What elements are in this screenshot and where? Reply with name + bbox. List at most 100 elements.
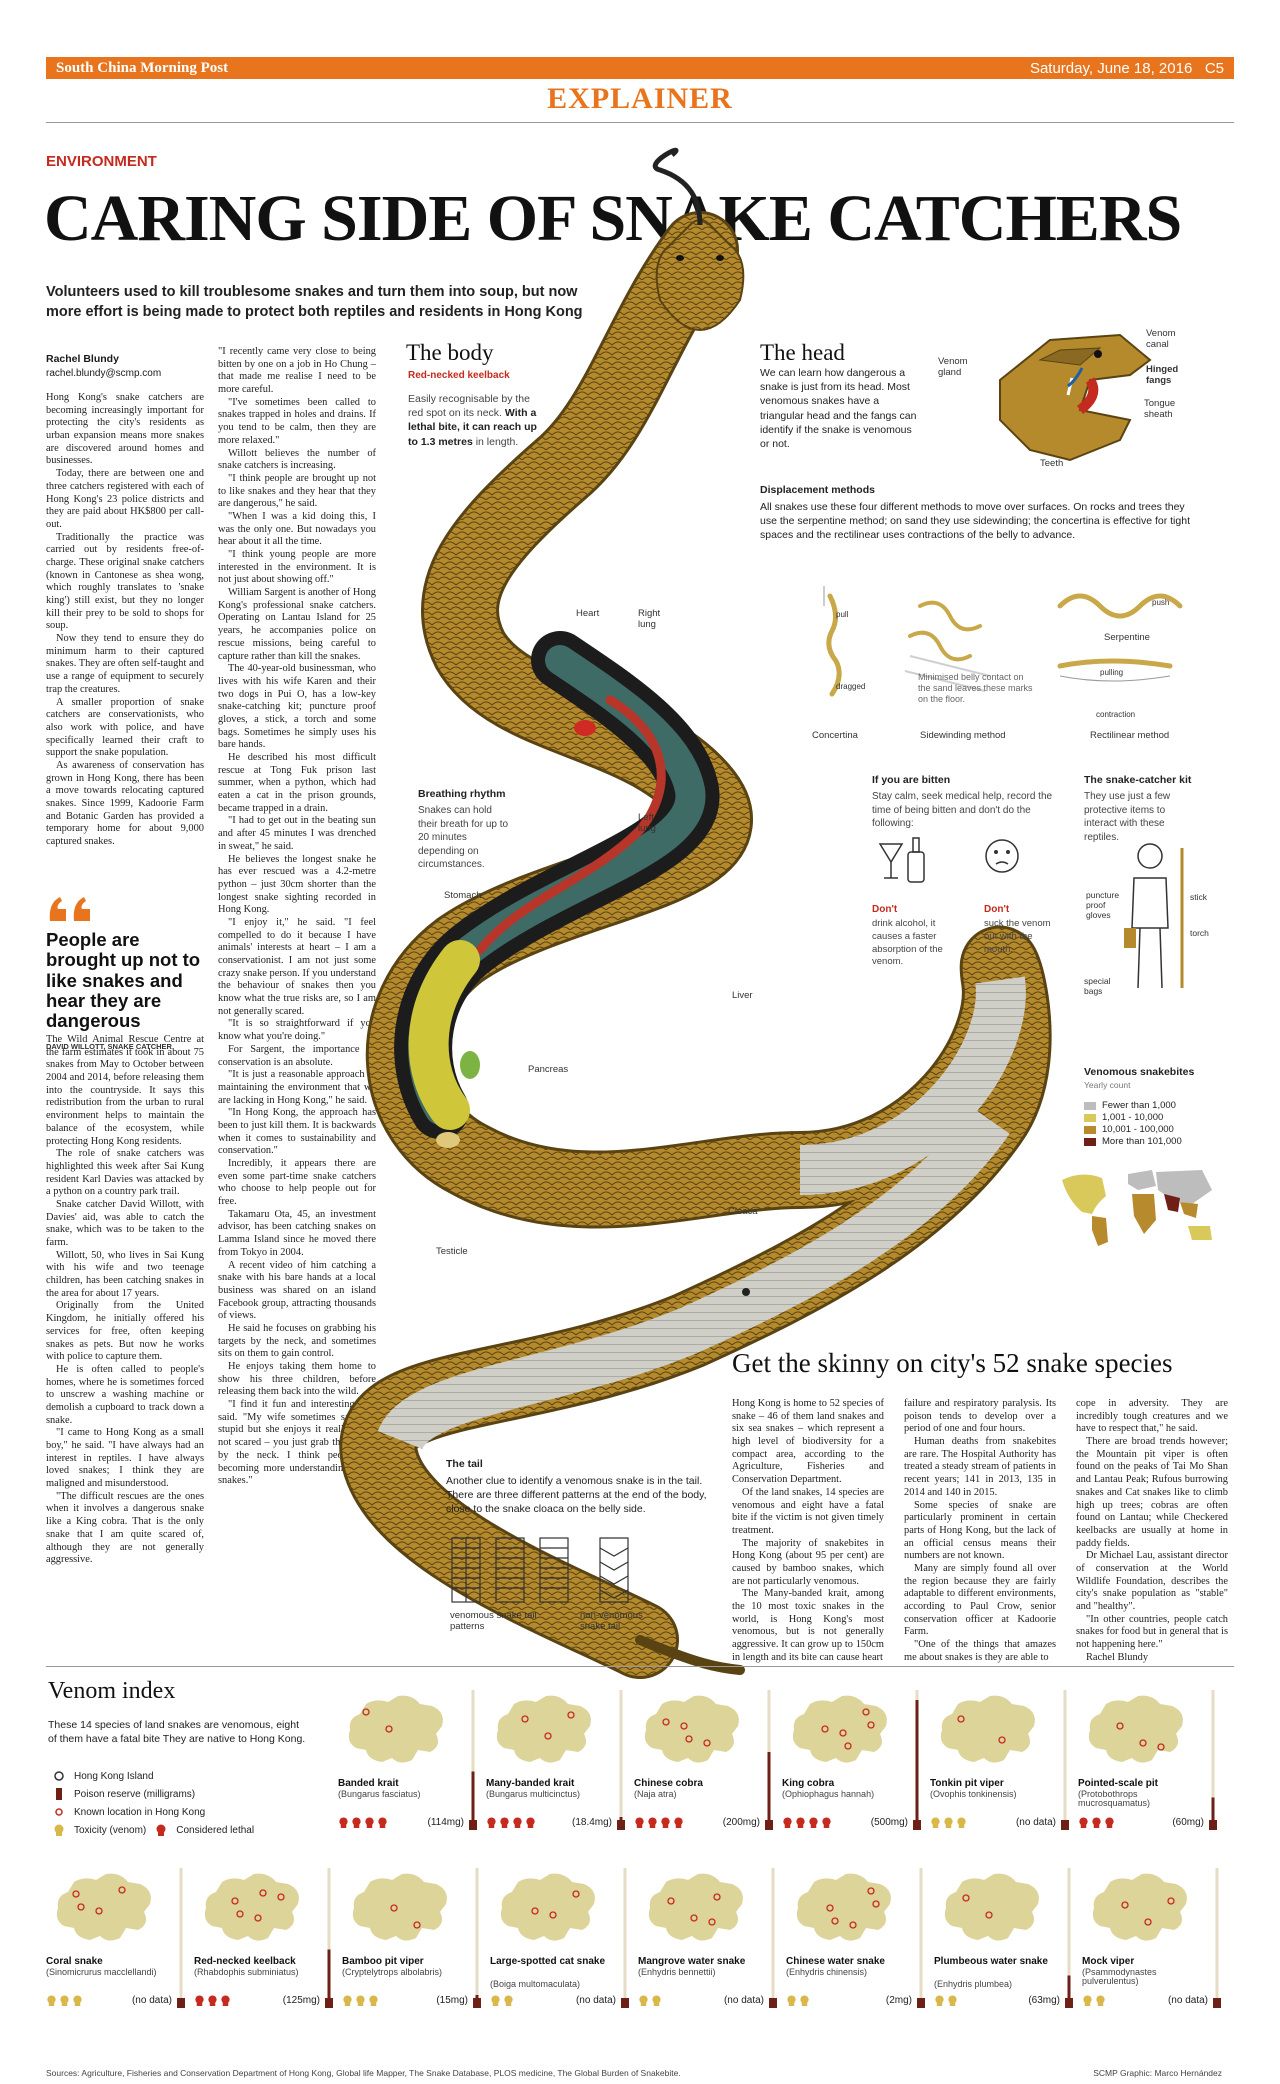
hong-kong-map [348, 1695, 443, 1763]
paper-name: South China Morning Post [56, 59, 229, 76]
lethal-skull-icon [635, 1817, 644, 1828]
species-latin-name: (Boiga multomaculata) [490, 1979, 581, 1989]
poison-reserve-value: (15mg) [436, 1995, 468, 2006]
location-marker [831, 1917, 839, 1925]
label-heart: Heart [576, 608, 600, 619]
poison-reserve-vial [765, 1690, 773, 1830]
location-marker [849, 1921, 857, 1929]
skull-icon [931, 1817, 940, 1828]
location-marker [572, 1890, 580, 1898]
species-card: Pointed-scale pit (Protobothrops mucrosqu… [1078, 1690, 1218, 1840]
poison-reserve-value: (no data) [131, 1995, 172, 2006]
skinny-column-2: failure and respiratory paralysis. Its p… [904, 1398, 1056, 1664]
heart-organ [574, 720, 596, 736]
species-card: Mock viper (Psammodynastes pulverulentus)… [1082, 1868, 1222, 2018]
bitten-title: If you are bitten [872, 774, 951, 786]
lethal-skull-icon [195, 1995, 204, 2006]
article-paragraph: "When I was a kid doing this, I was the … [218, 510, 376, 548]
breathing-text: Snakes can hold their breath for up to 2… [418, 805, 509, 870]
species-card: Chinese water snake (Enhydris chinensis) (… [786, 1868, 926, 2018]
article-paragraph: He said he focuses on grabbing his targe… [218, 1322, 376, 1360]
article-paragraph: Hong Kong's snake catchers are becoming … [46, 392, 204, 467]
dont-2-text: suck the venom out with the mouth. [984, 918, 1051, 955]
location-marker [362, 1708, 370, 1716]
poison-reserve-vial [917, 1868, 925, 2008]
quote-icon [49, 897, 90, 921]
lethal-skull-icon [156, 1824, 166, 1836]
hong-kong-map [500, 1873, 595, 1941]
skull-icon [944, 1817, 953, 1828]
section-tag: ENVIRONMENT [46, 153, 157, 170]
article-paragraph: "The difficult rescues are the ones when… [46, 1490, 204, 1566]
location-marker [713, 1893, 721, 1901]
article-paragraph: Willott, 50, who lives in Sai Kung with … [46, 1249, 204, 1299]
skinny-paragraph: The majority of snakebites in Hong Kong … [732, 1537, 884, 1587]
toxicity-rating [634, 1817, 684, 1829]
label-stick: stick [1190, 892, 1207, 902]
legend-swatch [1084, 1101, 1096, 1110]
label-hinged-fangs: Hinged fangs [1146, 364, 1179, 387]
skull-icon [800, 1995, 809, 2006]
hong-kong-map [644, 1695, 739, 1763]
catcher-figure [1124, 843, 1184, 989]
lethal-skull-icon [661, 1817, 670, 1828]
location-marker [867, 1721, 875, 1729]
article-column-2: "I recently came very close to being bit… [218, 346, 376, 1488]
article-paragraph: Now they tend to ensure they do minimum … [46, 633, 204, 695]
label-sidewinding: Sidewinding method [920, 730, 1006, 741]
species-latin-name: (Bungarus fasciatus) [338, 1789, 421, 1799]
bitten-icons [878, 837, 1019, 883]
lethal-skull-icon [1105, 1817, 1114, 1828]
toxicity-rating [486, 1817, 536, 1829]
article-paragraph: Takamaru Ota, 45, an investment advisor,… [218, 1208, 376, 1258]
location-icon [55, 1808, 63, 1816]
skull-icon [356, 1995, 365, 2006]
hong-kong-map [1092, 1873, 1187, 1941]
poison-reserve-value: (18.4mg) [571, 1817, 612, 1828]
species-card: Plumbeous water snake (Enhydris plumbea) (… [934, 1868, 1074, 2018]
article-paragraph: "It is so straightforward if you know wh… [218, 1018, 376, 1043]
skinny-paragraph: There are broad trends however; the Moun… [1076, 1436, 1228, 1549]
article-paragraph: "I had to get out in the beating sun and… [218, 815, 376, 852]
toxicity-rating [46, 1995, 83, 2007]
skinny-paragraph: "One of the things that amazes me about … [904, 1639, 1056, 1663]
location-marker [862, 1708, 870, 1716]
poison-reserve-vial [469, 1690, 477, 1830]
species-name: Tonkin pit viper [930, 1778, 1004, 1789]
author-email[interactable]: rachel.blundy@scmp.com [46, 368, 162, 379]
label-contraction: contraction [1096, 710, 1136, 719]
movement-diagrams [823, 586, 1183, 697]
location-marker [95, 1907, 103, 1915]
species-name: Chinese cobra [634, 1778, 703, 1789]
legend-label: 1,001 - 10,000 [1102, 1112, 1164, 1123]
hong-kong-map [796, 1873, 891, 1941]
legend-label: 10,001 - 100,000 [1102, 1124, 1174, 1135]
article-paragraph: "I think people are brought up not to li… [218, 472, 376, 510]
lethal-skull-icon [487, 1817, 496, 1828]
toxicity-rating [930, 1817, 967, 1829]
label-left-lung: Left lung [638, 812, 656, 835]
poison-reserve-vial [1065, 1868, 1073, 2008]
snake-belly [799, 976, 1026, 1195]
toxicity-rating [638, 1995, 662, 2007]
legend-label: Fewer than 1,000 [1102, 1100, 1176, 1111]
snakebite-map-title: Venomous snakebites [1084, 1066, 1195, 1078]
label-teeth: Teeth [1040, 458, 1064, 469]
map-legend-item: 10,001 - 100,000 [1084, 1124, 1174, 1135]
article-paragraph: A smaller proportion of snake catchers a… [46, 696, 204, 759]
species-name: King cobra [782, 1778, 835, 1789]
skull-icon [73, 1995, 82, 2006]
skull-icon [47, 1995, 56, 2006]
skull-icon [639, 1995, 648, 2006]
location-marker [1157, 1743, 1165, 1751]
species-name: Coral snake [46, 1956, 103, 1967]
legend-swatch [1084, 1125, 1096, 1134]
article-paragraph: He is often called to people's homes, wh… [46, 1363, 204, 1426]
skinny-title: Get the skinny on city's 52 snake specie… [732, 1348, 1173, 1378]
location-marker [867, 1887, 875, 1895]
body-graphic-text: Easily recognisable by the red spot on i… [408, 393, 537, 448]
skull-icon [60, 1995, 69, 2006]
toxicity-rating [934, 1995, 958, 2007]
location-marker [390, 1904, 398, 1912]
